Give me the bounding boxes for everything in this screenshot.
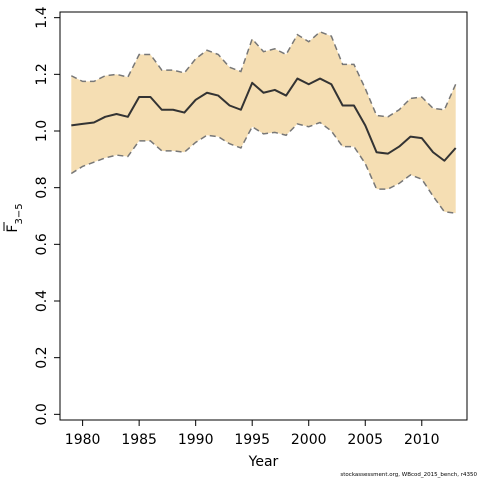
y-tick-label: 1.0 bbox=[34, 120, 50, 142]
y-axis-title-subscript: 3−5 bbox=[14, 203, 25, 224]
y-tick-label: 0.6 bbox=[34, 233, 50, 255]
x-tick-label: 2005 bbox=[347, 432, 383, 448]
x-tick-label: 1990 bbox=[178, 432, 214, 448]
y-tick-label: 0.8 bbox=[34, 177, 50, 199]
x-tick-label: 1985 bbox=[121, 432, 157, 448]
x-tick-label: 1995 bbox=[234, 432, 270, 448]
y-tick-label: 0.2 bbox=[34, 347, 50, 369]
svg-text:F3−5: F3−5 bbox=[5, 203, 25, 232]
upper-bound-line bbox=[70, 30, 457, 118]
confidence-band-layer bbox=[71, 31, 456, 214]
y-tick-label: 1.4 bbox=[34, 6, 50, 28]
plot-frame bbox=[59, 11, 468, 421]
y-tick-label: 1.2 bbox=[34, 63, 50, 85]
y-tick-label: 0.4 bbox=[34, 290, 50, 312]
x-axis: 1980 1985 1990 1995 2000 2005 2010 bbox=[65, 420, 440, 448]
x-tick-label: 2010 bbox=[404, 432, 440, 448]
y-axis: 0.0 0.2 0.4 0.6 0.8 1.0 1.2 1.4 bbox=[34, 6, 60, 425]
confidence-bounds-layer bbox=[70, 30, 457, 214]
y-tick-label: 0.0 bbox=[34, 403, 50, 425]
x-axis-title: Year bbox=[248, 454, 279, 470]
lower-bound-line bbox=[70, 121, 456, 214]
x-tick-label: 1980 bbox=[65, 432, 101, 448]
y-axis-title-base: F bbox=[5, 225, 21, 233]
x-tick-label: 2000 bbox=[291, 432, 327, 448]
footer-credit: stockassessment.org, WBcod_2015_bench, r… bbox=[340, 472, 477, 478]
y-axis-title: F3−5 bbox=[3, 203, 25, 233]
estimate-line-layer bbox=[71, 77, 457, 162]
estimate-line bbox=[71, 77, 457, 162]
confidence-band bbox=[71, 31, 456, 214]
